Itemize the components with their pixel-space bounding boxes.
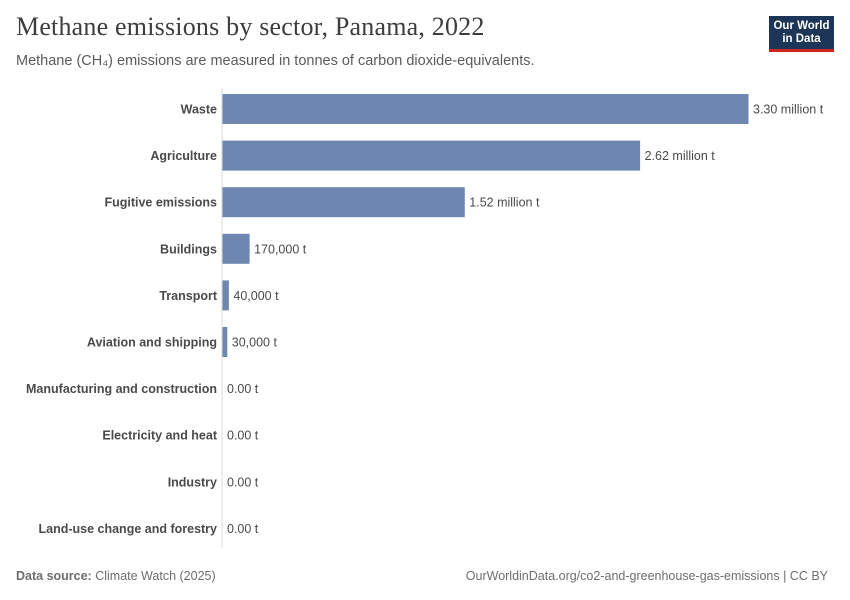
value-label: 30,000 t bbox=[232, 336, 278, 350]
value-label: 1.52 million t bbox=[469, 196, 540, 210]
bar[interactable] bbox=[222, 327, 228, 357]
bar-chart: Waste 3.30 million t Agriculture 2.62 milli… bbox=[26, 88, 824, 548]
value-label: 170,000 t bbox=[254, 242, 307, 256]
bar[interactable] bbox=[222, 140, 641, 171]
category-label: Aviation and shipping bbox=[87, 336, 217, 350]
bar[interactable] bbox=[222, 233, 250, 264]
bar[interactable] bbox=[222, 187, 465, 218]
category-label: Land-use change and forestry bbox=[38, 522, 217, 536]
chart-subtitle: Methane (CH₄) emissions are measured in … bbox=[16, 53, 535, 69]
category-label: Electricity and heat bbox=[102, 429, 217, 443]
category-label: Buildings bbox=[160, 242, 217, 256]
logo-line-2: in Data bbox=[782, 32, 821, 45]
category-label: Waste bbox=[181, 103, 217, 117]
category-label: Industry bbox=[168, 475, 217, 489]
data-source-label: Data source: bbox=[16, 569, 92, 583]
category-label: Manufacturing and construction bbox=[26, 382, 217, 396]
logo-line-1: Our World bbox=[773, 20, 830, 32]
value-label: 0.00 t bbox=[227, 382, 259, 396]
category-label: Transport bbox=[159, 289, 217, 303]
bar[interactable] bbox=[222, 94, 749, 124]
category-label: Agriculture bbox=[150, 149, 217, 163]
footer-link[interactable]: OurWorldinData.org/co2-and-greenhouse-ga… bbox=[465, 569, 828, 583]
value-label: 0.00 t bbox=[227, 475, 259, 489]
data-source: Data source: Climate Watch (2025) bbox=[16, 569, 216, 583]
value-label: 40,000 t bbox=[233, 289, 279, 303]
category-label: Fugitive emissions bbox=[104, 196, 217, 210]
bar[interactable] bbox=[222, 280, 229, 311]
value-label: 0.00 t bbox=[227, 522, 259, 536]
owid-logo[interactable]: Our World in Data bbox=[769, 16, 834, 52]
data-source-link[interactable]: Climate Watch (2025) bbox=[95, 569, 216, 583]
value-label: 3.30 million t bbox=[753, 103, 824, 117]
chart-title: Methane emissions by sector, Panama, 202… bbox=[16, 12, 485, 41]
value-label: 0.00 t bbox=[227, 429, 259, 443]
value-label: 2.62 million t bbox=[645, 149, 716, 163]
